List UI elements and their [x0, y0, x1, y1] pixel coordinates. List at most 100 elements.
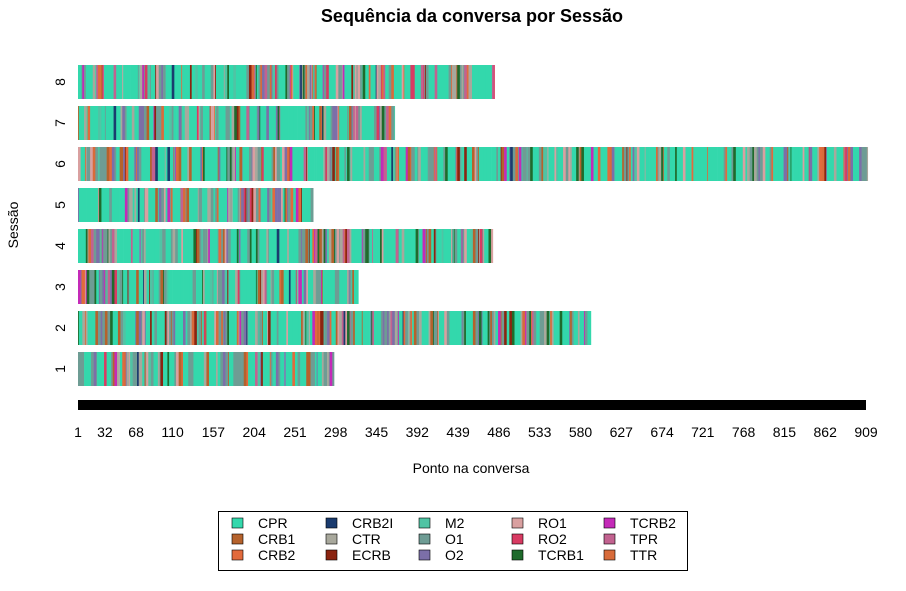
sequence-segment [277, 188, 279, 222]
sequence-segment [478, 311, 482, 345]
sequence-segment [139, 147, 142, 181]
sequence-segment [852, 147, 860, 181]
sequence-segment [167, 147, 171, 181]
sequence-segment [550, 311, 553, 345]
sequence-segment [298, 188, 302, 222]
sequence-segment [301, 65, 304, 99]
sequence-segment [715, 147, 718, 181]
sequence-segment [453, 65, 457, 99]
sequence-segment [260, 65, 263, 99]
sequence-segment [576, 147, 580, 181]
sequence-segment [235, 270, 238, 304]
sequence-segment [252, 147, 256, 181]
sequence-segment [158, 65, 162, 99]
sequence-segment [691, 147, 694, 181]
sequence-segment [200, 106, 204, 140]
sequence-segment [461, 65, 464, 99]
sequence-segment [131, 106, 135, 140]
sequence-segment [249, 229, 252, 263]
sequence-segment [305, 106, 308, 140]
sequence-segment [123, 147, 126, 181]
sequence-segment [78, 147, 81, 181]
sequence-segment [478, 311, 480, 345]
sequence-segment [242, 147, 244, 181]
sequence-segment [257, 352, 261, 386]
sequence-segment [790, 147, 792, 181]
sequence-segment [109, 311, 111, 345]
sequence-segment [125, 147, 129, 181]
sequence-segment [509, 147, 511, 181]
sequence-segment [249, 188, 252, 222]
sequence-segment [141, 106, 145, 140]
sequence-segment [735, 147, 744, 181]
sequence-segment [293, 188, 297, 222]
sequence-segment [78, 270, 81, 304]
sequence-segment [293, 229, 297, 263]
sequence-segment [255, 147, 258, 181]
sequence-segment [261, 311, 263, 345]
sequence-segment [236, 311, 239, 345]
sequence-segment [306, 147, 308, 181]
sequence-segment [173, 147, 175, 181]
sequence-segment [202, 106, 210, 140]
sequence-segment [269, 65, 272, 99]
sequence-segment [809, 147, 812, 181]
sequence-segment [228, 147, 231, 181]
sequence-segment [358, 106, 361, 140]
sequence-segment [418, 147, 422, 181]
sequence-segment [811, 147, 813, 181]
sequence-segment [387, 311, 389, 345]
sequence-segment [225, 352, 229, 386]
sequence-segment [328, 229, 332, 263]
sequence-segment [122, 147, 124, 181]
sequence-segment [301, 311, 304, 345]
sequence-segment [264, 270, 267, 304]
sequence-segment [190, 352, 194, 386]
sequence-segment [306, 352, 310, 386]
sequence-segment [373, 229, 378, 263]
sequence-segment [328, 270, 336, 304]
sequence-segment [240, 106, 247, 140]
sequence-segment [278, 65, 286, 99]
sequence-segment [369, 229, 373, 263]
sequence-segment [107, 270, 111, 304]
legend-label: TCRB1 [538, 547, 584, 563]
sequence-segment [657, 147, 659, 181]
sequence-segment [356, 65, 358, 99]
sequence-segment [222, 311, 225, 345]
sequence-segment [320, 311, 323, 345]
sequence-segment [301, 188, 303, 222]
sequence-segment [639, 147, 645, 181]
sequence-segment [457, 65, 461, 99]
sequence-segment [205, 229, 208, 263]
legend-item: RO1 [511, 515, 567, 531]
sequence-segment [344, 147, 347, 181]
sequence-segment [192, 147, 194, 181]
sequence-segment [78, 352, 82, 386]
sequence-segment [242, 147, 250, 181]
sequence-segment [334, 270, 338, 304]
sequence-segment [224, 65, 228, 99]
sequence-segment [593, 147, 599, 181]
sequence-segment [255, 65, 258, 99]
sequence-segment [407, 311, 409, 345]
sequence-segment [260, 352, 262, 386]
sequence-segment [123, 229, 132, 263]
sequence-segment [164, 311, 167, 345]
sequence-segment [143, 270, 147, 304]
sequence-segment [362, 65, 366, 99]
sequence-segment [176, 229, 179, 263]
sequence-segment [84, 352, 92, 386]
sequence-segment [104, 65, 113, 99]
sequence-segment [122, 65, 124, 99]
sequence-segment [289, 65, 291, 99]
sequence-segment [382, 311, 385, 345]
sequence-segment [434, 65, 438, 99]
sequence-segment [483, 229, 485, 263]
sequence-segment [229, 106, 232, 140]
sequence-segment [278, 352, 281, 386]
sequence-segment [371, 147, 375, 181]
sequence-segment [99, 270, 102, 304]
sequence-segment [844, 147, 846, 181]
sequence-segment [126, 352, 130, 386]
